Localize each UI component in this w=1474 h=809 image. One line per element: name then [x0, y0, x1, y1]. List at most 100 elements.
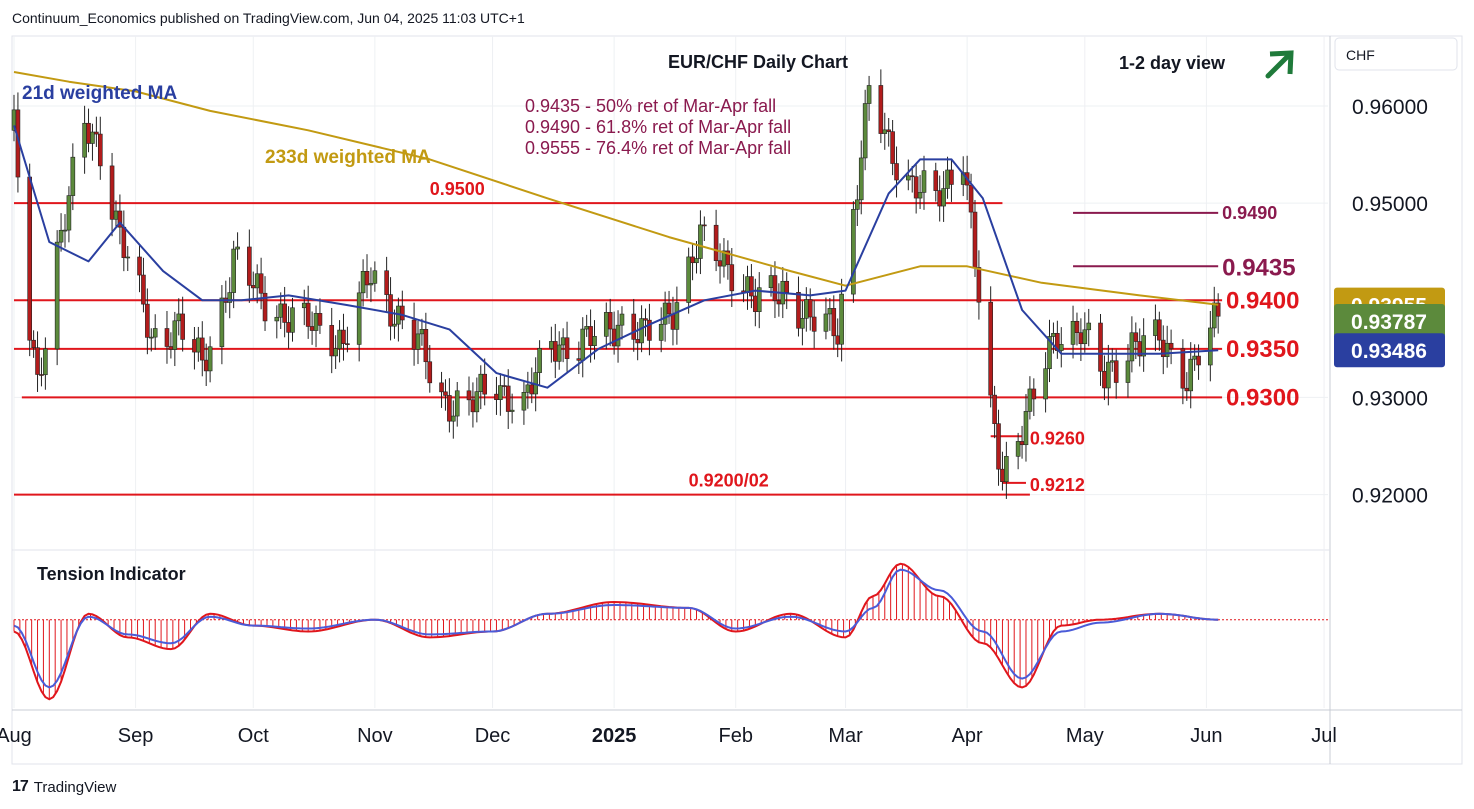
- candle-body: [411, 319, 417, 350]
- candle-body: [509, 409, 515, 412]
- candle-body: [196, 337, 201, 353]
- time-axis-label: Feb: [718, 725, 752, 747]
- candle-body: [164, 328, 170, 347]
- candle-body: [250, 285, 256, 289]
- candle-body: [333, 348, 338, 357]
- candle-body: [1027, 388, 1033, 412]
- candle-body: [121, 226, 127, 258]
- candle-body: [807, 299, 813, 318]
- candle-body: [290, 307, 295, 333]
- candle-body: [482, 373, 487, 395]
- candle-body: [611, 328, 617, 347]
- candle-body: [62, 229, 68, 232]
- candle-body: [619, 313, 625, 326]
- candle-body: [117, 210, 123, 228]
- candle-body: [1015, 441, 1021, 457]
- candle-body: [219, 297, 225, 348]
- candle-body: [768, 275, 774, 288]
- candle-body: [1082, 329, 1088, 345]
- level-label: 0.9260: [1030, 428, 1085, 448]
- candle-body: [1164, 342, 1170, 357]
- candle-body: [1000, 468, 1005, 483]
- candle-body: [254, 273, 260, 289]
- candle-body: [1168, 342, 1174, 350]
- retracement-label: 0.9490: [1222, 203, 1277, 223]
- candle-body: [152, 328, 158, 338]
- candles: [11, 69, 1221, 499]
- candle-body: [384, 270, 389, 295]
- candle-body: [549, 341, 554, 349]
- candle-body: [674, 302, 680, 330]
- candle-body: [137, 256, 142, 276]
- candle-body: [643, 318, 648, 321]
- time-axis-label: Jun: [1190, 725, 1222, 747]
- candle-body: [1192, 355, 1197, 360]
- candle-body: [360, 271, 366, 294]
- price-axis-tick: 0.93000: [1352, 387, 1428, 410]
- candle-body: [702, 224, 707, 227]
- candle-body: [937, 190, 942, 207]
- candle-body: [1058, 344, 1064, 351]
- candle-body: [890, 131, 895, 164]
- candle-body: [917, 192, 923, 199]
- candle-body: [894, 163, 899, 181]
- candle-body: [996, 423, 1001, 470]
- candle-body: [368, 283, 374, 286]
- candle-body: [1051, 333, 1056, 337]
- candle-body: [109, 165, 115, 220]
- price-axis-title-box: [1334, 37, 1458, 71]
- retracement-label: 0.9435: [1222, 254, 1295, 281]
- candle-body: [831, 308, 837, 337]
- candle-body: [1023, 411, 1029, 446]
- candle-body: [1184, 387, 1190, 392]
- ma21-line: [13, 125, 1219, 389]
- tension-indicator-title: Tension Indicator: [37, 564, 186, 584]
- candle-body: [647, 319, 652, 341]
- candle-body: [1109, 360, 1115, 363]
- candle-body: [305, 302, 311, 327]
- candle-body: [466, 390, 472, 401]
- candle-body: [866, 85, 872, 104]
- candle-body: [776, 300, 782, 305]
- candle-body: [603, 312, 609, 337]
- candle-body: [1129, 332, 1135, 362]
- candle-body: [505, 385, 511, 412]
- candle-body: [670, 313, 676, 330]
- level-label: 0.9350: [1226, 336, 1299, 363]
- candle-body: [423, 329, 429, 363]
- candle-body: [317, 313, 323, 326]
- price-axis-tick: 0.96000: [1352, 96, 1428, 119]
- retracement-annotation: 0.9490 - 61.8% ret of Mar-Apr fall: [525, 117, 791, 137]
- time-axis-label: 2025: [592, 725, 637, 747]
- candle-body: [607, 312, 613, 330]
- chart-frame: [11, 35, 1463, 765]
- candle-body: [615, 324, 621, 347]
- candle-body: [498, 385, 503, 400]
- candle-body: [552, 341, 558, 362]
- candle-body: [1113, 360, 1119, 383]
- candle-body: [945, 169, 950, 189]
- candle-body: [666, 302, 672, 315]
- candle-body: [639, 318, 644, 344]
- time-axis-label: Dec: [475, 725, 511, 747]
- ma233-label: 233d weighted MA: [265, 147, 431, 168]
- candle-body: [180, 313, 185, 340]
- candle-body: [94, 131, 99, 135]
- candle-body: [529, 384, 535, 395]
- candle-body: [1180, 348, 1186, 389]
- candle-body: [97, 133, 103, 167]
- ma21-label: 21d weighted MA: [22, 83, 177, 104]
- candle-body: [1078, 332, 1084, 345]
- candle-body: [70, 156, 76, 196]
- candle-body: [274, 316, 280, 322]
- candle-body: [345, 343, 350, 345]
- candle-body: [1004, 456, 1009, 483]
- candle-body: [286, 322, 291, 333]
- price-axis-tick: 0.92000: [1352, 485, 1428, 508]
- candle-body: [525, 384, 531, 393]
- candle-body: [356, 292, 362, 345]
- candle-body: [282, 303, 287, 323]
- candle-body: [576, 358, 582, 361]
- tradingview-footer[interactable]: 17 TradingView: [12, 778, 116, 796]
